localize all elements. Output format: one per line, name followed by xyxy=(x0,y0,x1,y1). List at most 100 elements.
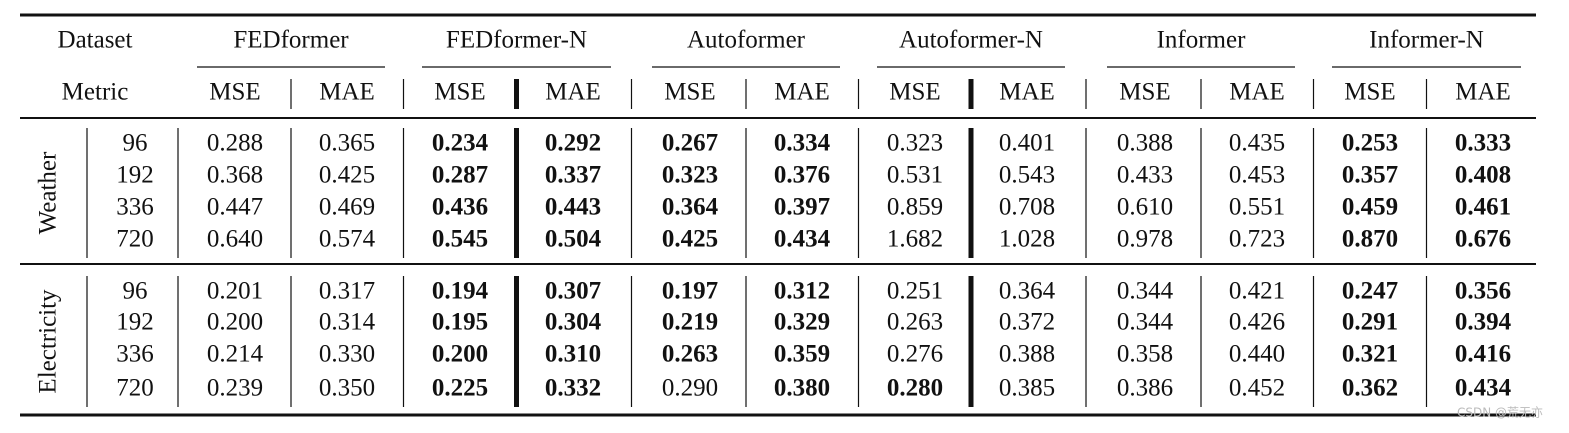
group-label: Informer-N xyxy=(1369,27,1484,54)
cell-value: 0.280 xyxy=(887,375,943,402)
cell-value: 0.459 xyxy=(1342,194,1398,221)
cell-value: 0.314 xyxy=(319,309,376,336)
cell-value: 0.425 xyxy=(662,226,718,253)
horizon: 192 xyxy=(116,309,154,336)
cell-value: 0.388 xyxy=(1117,130,1173,157)
cell-value: 0.408 xyxy=(1455,162,1511,189)
cell-value: 0.323 xyxy=(887,130,943,157)
cell-value: 0.433 xyxy=(1117,162,1173,189)
cell-value: 0.350 xyxy=(319,375,375,402)
cell-value: 1.682 xyxy=(887,226,943,253)
cell-value: 0.640 xyxy=(207,226,263,253)
cell-value: 0.452 xyxy=(1229,375,1285,402)
cell-value: 0.461 xyxy=(1455,194,1511,221)
cell-value: 0.543 xyxy=(999,162,1055,189)
metric-header: MSE xyxy=(434,79,485,106)
cell-value: 0.440 xyxy=(1229,341,1285,368)
section-label: Weather xyxy=(35,151,62,234)
cell-value: 0.421 xyxy=(1229,278,1285,305)
metric-header: MAE xyxy=(545,79,601,106)
cell-value: 0.372 xyxy=(999,309,1055,336)
cell-value: 0.364 xyxy=(662,194,719,221)
cell-value: 0.333 xyxy=(1455,130,1511,157)
group-label: Autoformer xyxy=(687,27,806,54)
section-label: Electricity xyxy=(35,289,62,394)
metric-header: MSE xyxy=(664,79,715,106)
cell-value: 0.385 xyxy=(999,375,1055,402)
cell-value: 0.263 xyxy=(662,341,718,368)
cell-value: 0.676 xyxy=(1455,226,1511,253)
cell-value: 0.239 xyxy=(207,375,263,402)
cell-value: 0.364 xyxy=(999,278,1056,305)
cell-value: 0.317 xyxy=(319,278,375,305)
metric-header: MAE xyxy=(1229,79,1285,106)
cell-value: 0.545 xyxy=(432,226,488,253)
cell-value: 0.365 xyxy=(319,130,375,157)
metric-header: MSE xyxy=(889,79,940,106)
cell-value: 0.263 xyxy=(887,309,943,336)
cell-value: 0.304 xyxy=(545,309,602,336)
cell-value: 0.978 xyxy=(1117,226,1173,253)
cell-value: 0.288 xyxy=(207,130,263,157)
cell-value: 0.434 xyxy=(1455,375,1512,402)
horizon: 720 xyxy=(116,226,154,253)
cell-value: 0.708 xyxy=(999,194,1055,221)
cell-value: 0.416 xyxy=(1455,341,1511,368)
cell-value: 0.453 xyxy=(1229,162,1285,189)
cell-value: 0.859 xyxy=(887,194,943,221)
cell-value: 0.376 xyxy=(774,162,830,189)
cell-value: 0.380 xyxy=(774,375,830,402)
cell-value: 0.251 xyxy=(887,278,943,305)
cell-value: 0.200 xyxy=(432,341,488,368)
cell-value: 0.531 xyxy=(887,162,943,189)
cell-value: 0.356 xyxy=(1455,278,1511,305)
horizon: 96 xyxy=(123,130,148,157)
cell-value: 0.425 xyxy=(319,162,375,189)
cell-value: 0.292 xyxy=(545,130,601,157)
cell-value: 0.214 xyxy=(207,341,264,368)
cell-value: 0.344 xyxy=(1117,278,1174,305)
metric-header: MSE xyxy=(209,79,260,106)
horizon: 192 xyxy=(116,162,154,189)
metric-header: MAE xyxy=(1455,79,1511,106)
cell-value: 0.344 xyxy=(1117,309,1174,336)
cell-value: 0.312 xyxy=(774,278,830,305)
cell-value: 0.234 xyxy=(432,130,489,157)
watermark: CSDN @荒无亦 xyxy=(1457,405,1543,420)
cell-value: 0.219 xyxy=(662,309,718,336)
cell-value: 0.225 xyxy=(432,375,488,402)
cell-value: 0.290 xyxy=(662,375,718,402)
cell-value: 0.307 xyxy=(545,278,601,305)
cell-value: 0.469 xyxy=(319,194,375,221)
cell-value: 0.359 xyxy=(774,341,830,368)
cell-value: 0.332 xyxy=(545,375,601,402)
cell-value: 0.334 xyxy=(774,130,831,157)
horizon: 336 xyxy=(116,194,154,221)
horizon: 336 xyxy=(116,341,154,368)
group-label: Informer xyxy=(1157,27,1247,54)
cell-value: 0.574 xyxy=(319,226,376,253)
cell-value: 0.610 xyxy=(1117,194,1173,221)
cell-value: 0.253 xyxy=(1342,130,1398,157)
cell-value: 0.197 xyxy=(662,278,718,305)
cell-value: 0.201 xyxy=(207,278,263,305)
cell-value: 0.426 xyxy=(1229,309,1285,336)
cell-value: 0.330 xyxy=(319,341,375,368)
cell-value: 0.200 xyxy=(207,309,263,336)
cell-value: 0.397 xyxy=(774,194,830,221)
cell-value: 0.723 xyxy=(1229,226,1285,253)
metric-header: MSE xyxy=(1119,79,1170,106)
metric-header: MAE xyxy=(999,79,1055,106)
cell-value: 0.291 xyxy=(1342,309,1398,336)
metric-header: MAE xyxy=(774,79,830,106)
cell-value: 1.028 xyxy=(999,226,1055,253)
group-label: Autoformer-N xyxy=(899,27,1043,54)
cell-value: 0.870 xyxy=(1342,226,1398,253)
cell-value: 0.287 xyxy=(432,162,488,189)
horizon: 96 xyxy=(123,278,148,305)
cell-value: 0.321 xyxy=(1342,341,1398,368)
metric-label: Metric xyxy=(62,79,129,106)
cell-value: 0.362 xyxy=(1342,375,1398,402)
cell-value: 0.435 xyxy=(1229,130,1285,157)
